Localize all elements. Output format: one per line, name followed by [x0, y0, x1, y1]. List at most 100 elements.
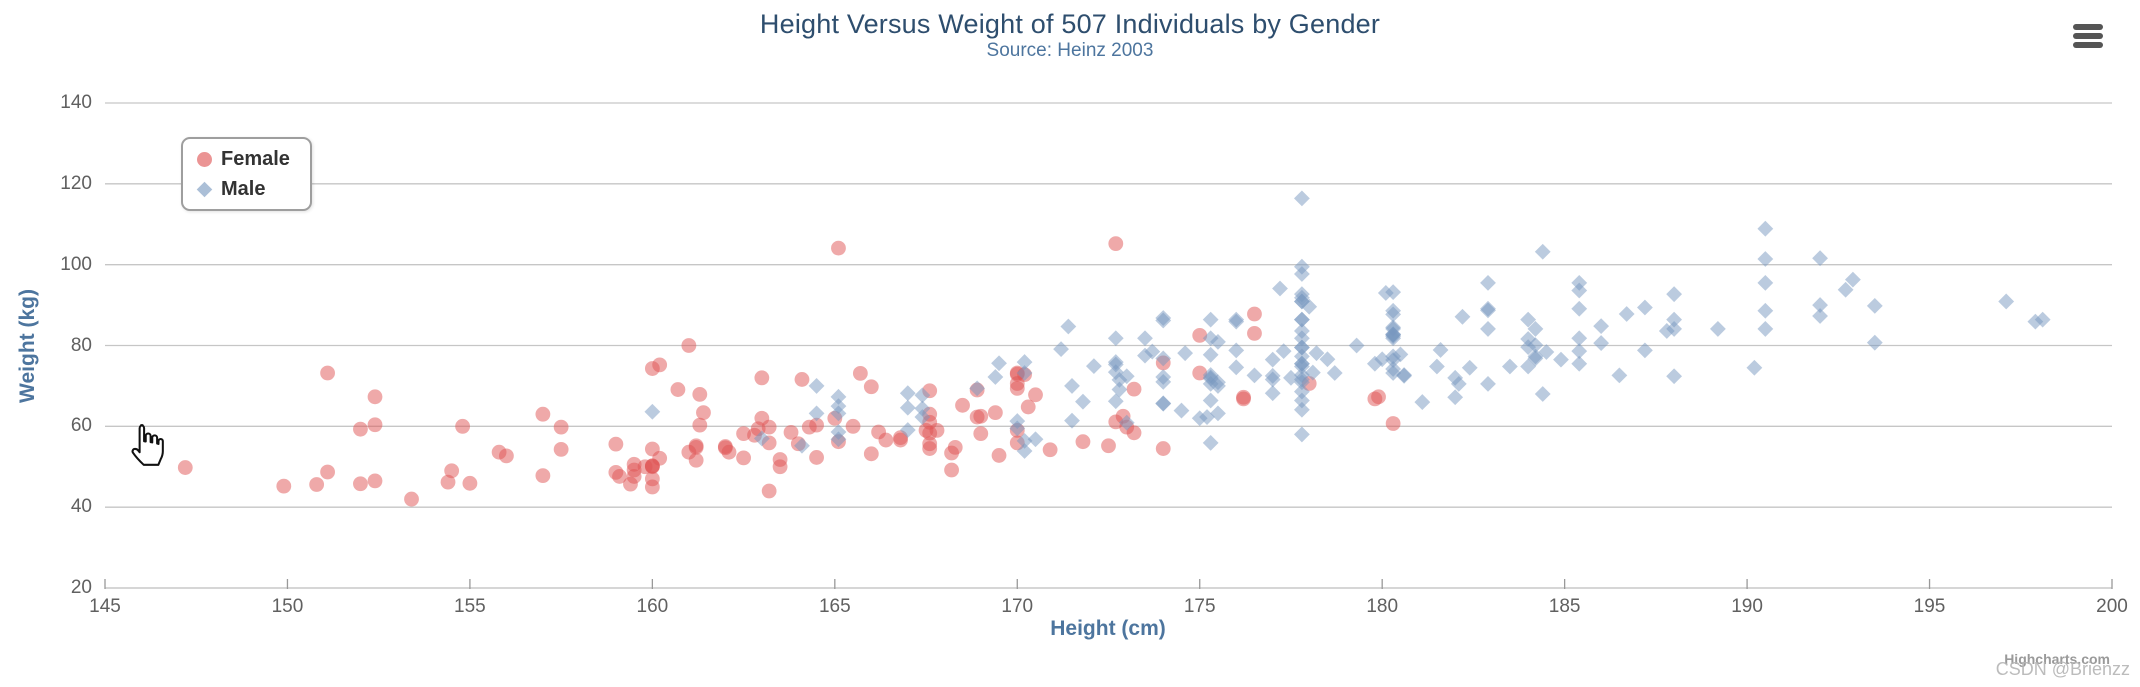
- data-point-female[interactable]: [871, 424, 887, 440]
- data-point-female[interactable]: [367, 389, 383, 405]
- data-point-male[interactable]: [1520, 311, 1537, 328]
- data-point-female[interactable]: [1367, 391, 1383, 407]
- data-point-male[interactable]: [1502, 358, 1518, 375]
- data-point-male[interactable]: [1527, 321, 1544, 337]
- data-point-female[interactable]: [1126, 381, 1142, 397]
- data-point-male[interactable]: [1275, 343, 1292, 360]
- data-point-male[interactable]: [1658, 323, 1675, 339]
- data-point-male[interactable]: [1396, 367, 1412, 384]
- data-point-female[interactable]: [863, 379, 879, 395]
- data-point-male[interactable]: [1202, 435, 1219, 451]
- data-point-female[interactable]: [1247, 325, 1262, 341]
- data-point-male[interactable]: [1432, 342, 1449, 358]
- data-point-male[interactable]: [1016, 443, 1033, 459]
- data-point-male[interactable]: [1173, 402, 1190, 419]
- data-point-male[interactable]: [1450, 375, 1467, 392]
- data-point-female[interactable]: [353, 476, 368, 492]
- data-point-female[interactable]: [692, 387, 708, 402]
- data-point-male[interactable]: [1757, 274, 1774, 291]
- data-point-female[interactable]: [1108, 414, 1124, 430]
- data-point-female[interactable]: [644, 479, 660, 495]
- data-point-male[interactable]: [1571, 274, 1588, 291]
- data-point-female[interactable]: [462, 475, 478, 491]
- data-point-male[interactable]: [1385, 365, 1402, 381]
- data-point-female[interactable]: [809, 450, 824, 465]
- data-point-male[interactable]: [1294, 383, 1310, 400]
- data-point-female[interactable]: [404, 491, 419, 507]
- data-point-female[interactable]: [440, 474, 456, 490]
- data-point-female[interactable]: [991, 448, 1007, 463]
- data-point-female[interactable]: [1236, 389, 1251, 405]
- data-point-female[interactable]: [1126, 425, 1142, 441]
- data-point-male[interactable]: [1294, 392, 1310, 409]
- data-point-male[interactable]: [1210, 333, 1226, 350]
- data-point-female[interactable]: [845, 418, 861, 434]
- data-point-male[interactable]: [1534, 386, 1551, 402]
- data-point-female[interactable]: [736, 450, 751, 466]
- chart-context-menu-button[interactable]: [2073, 20, 2107, 52]
- data-point-female[interactable]: [831, 240, 846, 256]
- data-point-male[interactable]: [1111, 381, 1128, 398]
- data-point-male[interactable]: [1060, 318, 1077, 335]
- data-point-male[interactable]: [1210, 374, 1226, 391]
- data-point-male[interactable]: [1107, 330, 1124, 347]
- data-point-male[interactable]: [808, 405, 825, 422]
- data-point-male[interactable]: [1593, 335, 1610, 351]
- data-point-male[interactable]: [991, 355, 1007, 372]
- data-point-male[interactable]: [1385, 284, 1402, 301]
- data-point-male[interactable]: [2027, 313, 2044, 330]
- data-point-male[interactable]: [1553, 351, 1569, 368]
- data-point-female[interactable]: [553, 419, 569, 435]
- data-point-female[interactable]: [626, 469, 642, 484]
- data-point-male[interactable]: [1812, 297, 1828, 313]
- data-point-male[interactable]: [1571, 355, 1588, 372]
- data-point-female[interactable]: [177, 460, 193, 475]
- data-point-female[interactable]: [1009, 380, 1025, 396]
- data-point-female[interactable]: [309, 477, 325, 492]
- data-point-male[interactable]: [1228, 311, 1245, 328]
- data-point-female[interactable]: [692, 417, 708, 433]
- data-point-male[interactable]: [914, 387, 931, 404]
- data-point-female[interactable]: [754, 370, 770, 386]
- data-point-male[interactable]: [1454, 308, 1471, 325]
- data-point-male[interactable]: [1228, 359, 1245, 376]
- data-point-male[interactable]: [1294, 293, 1310, 310]
- data-point-female[interactable]: [320, 365, 335, 381]
- data-point-male[interactable]: [1202, 375, 1219, 392]
- data-point-female[interactable]: [444, 463, 460, 479]
- data-point-male[interactable]: [1637, 342, 1653, 359]
- data-point-female[interactable]: [1192, 365, 1208, 381]
- data-point-female[interactable]: [681, 338, 697, 353]
- data-point-female[interactable]: [801, 419, 817, 435]
- data-point-female[interactable]: [455, 418, 471, 434]
- data-point-male[interactable]: [1845, 271, 1861, 288]
- data-point-male[interactable]: [1075, 393, 1091, 410]
- data-point-male[interactable]: [1520, 331, 1537, 347]
- data-point-female[interactable]: [535, 468, 551, 484]
- data-point-male[interactable]: [1107, 354, 1124, 370]
- data-point-male[interactable]: [914, 409, 931, 425]
- data-point-female[interactable]: [535, 406, 551, 422]
- data-point-male[interactable]: [1228, 342, 1245, 359]
- data-point-male[interactable]: [914, 400, 931, 417]
- data-point-male[interactable]: [830, 424, 847, 440]
- data-point-female[interactable]: [367, 473, 383, 489]
- data-point-male[interactable]: [1118, 414, 1135, 431]
- data-point-female[interactable]: [1108, 236, 1124, 252]
- data-point-male[interactable]: [1866, 297, 1883, 314]
- data-point-female[interactable]: [1247, 306, 1262, 322]
- data-point-male[interactable]: [1666, 311, 1683, 328]
- data-point-male[interactable]: [1294, 355, 1310, 372]
- data-point-female[interactable]: [608, 465, 624, 480]
- data-point-male[interactable]: [1571, 300, 1588, 317]
- data-point-male[interactable]: [644, 403, 661, 420]
- data-point-female[interactable]: [973, 408, 989, 424]
- data-point-male[interactable]: [1757, 220, 1774, 237]
- data-point-male[interactable]: [899, 399, 916, 416]
- data-point-male[interactable]: [1611, 367, 1628, 384]
- data-point-female[interactable]: [1028, 387, 1043, 403]
- data-point-female[interactable]: [944, 445, 959, 461]
- data-point-male[interactable]: [1308, 345, 1325, 362]
- highcharts-credits[interactable]: Highcharts.com: [2004, 651, 2110, 667]
- data-point-male[interactable]: [1294, 367, 1310, 383]
